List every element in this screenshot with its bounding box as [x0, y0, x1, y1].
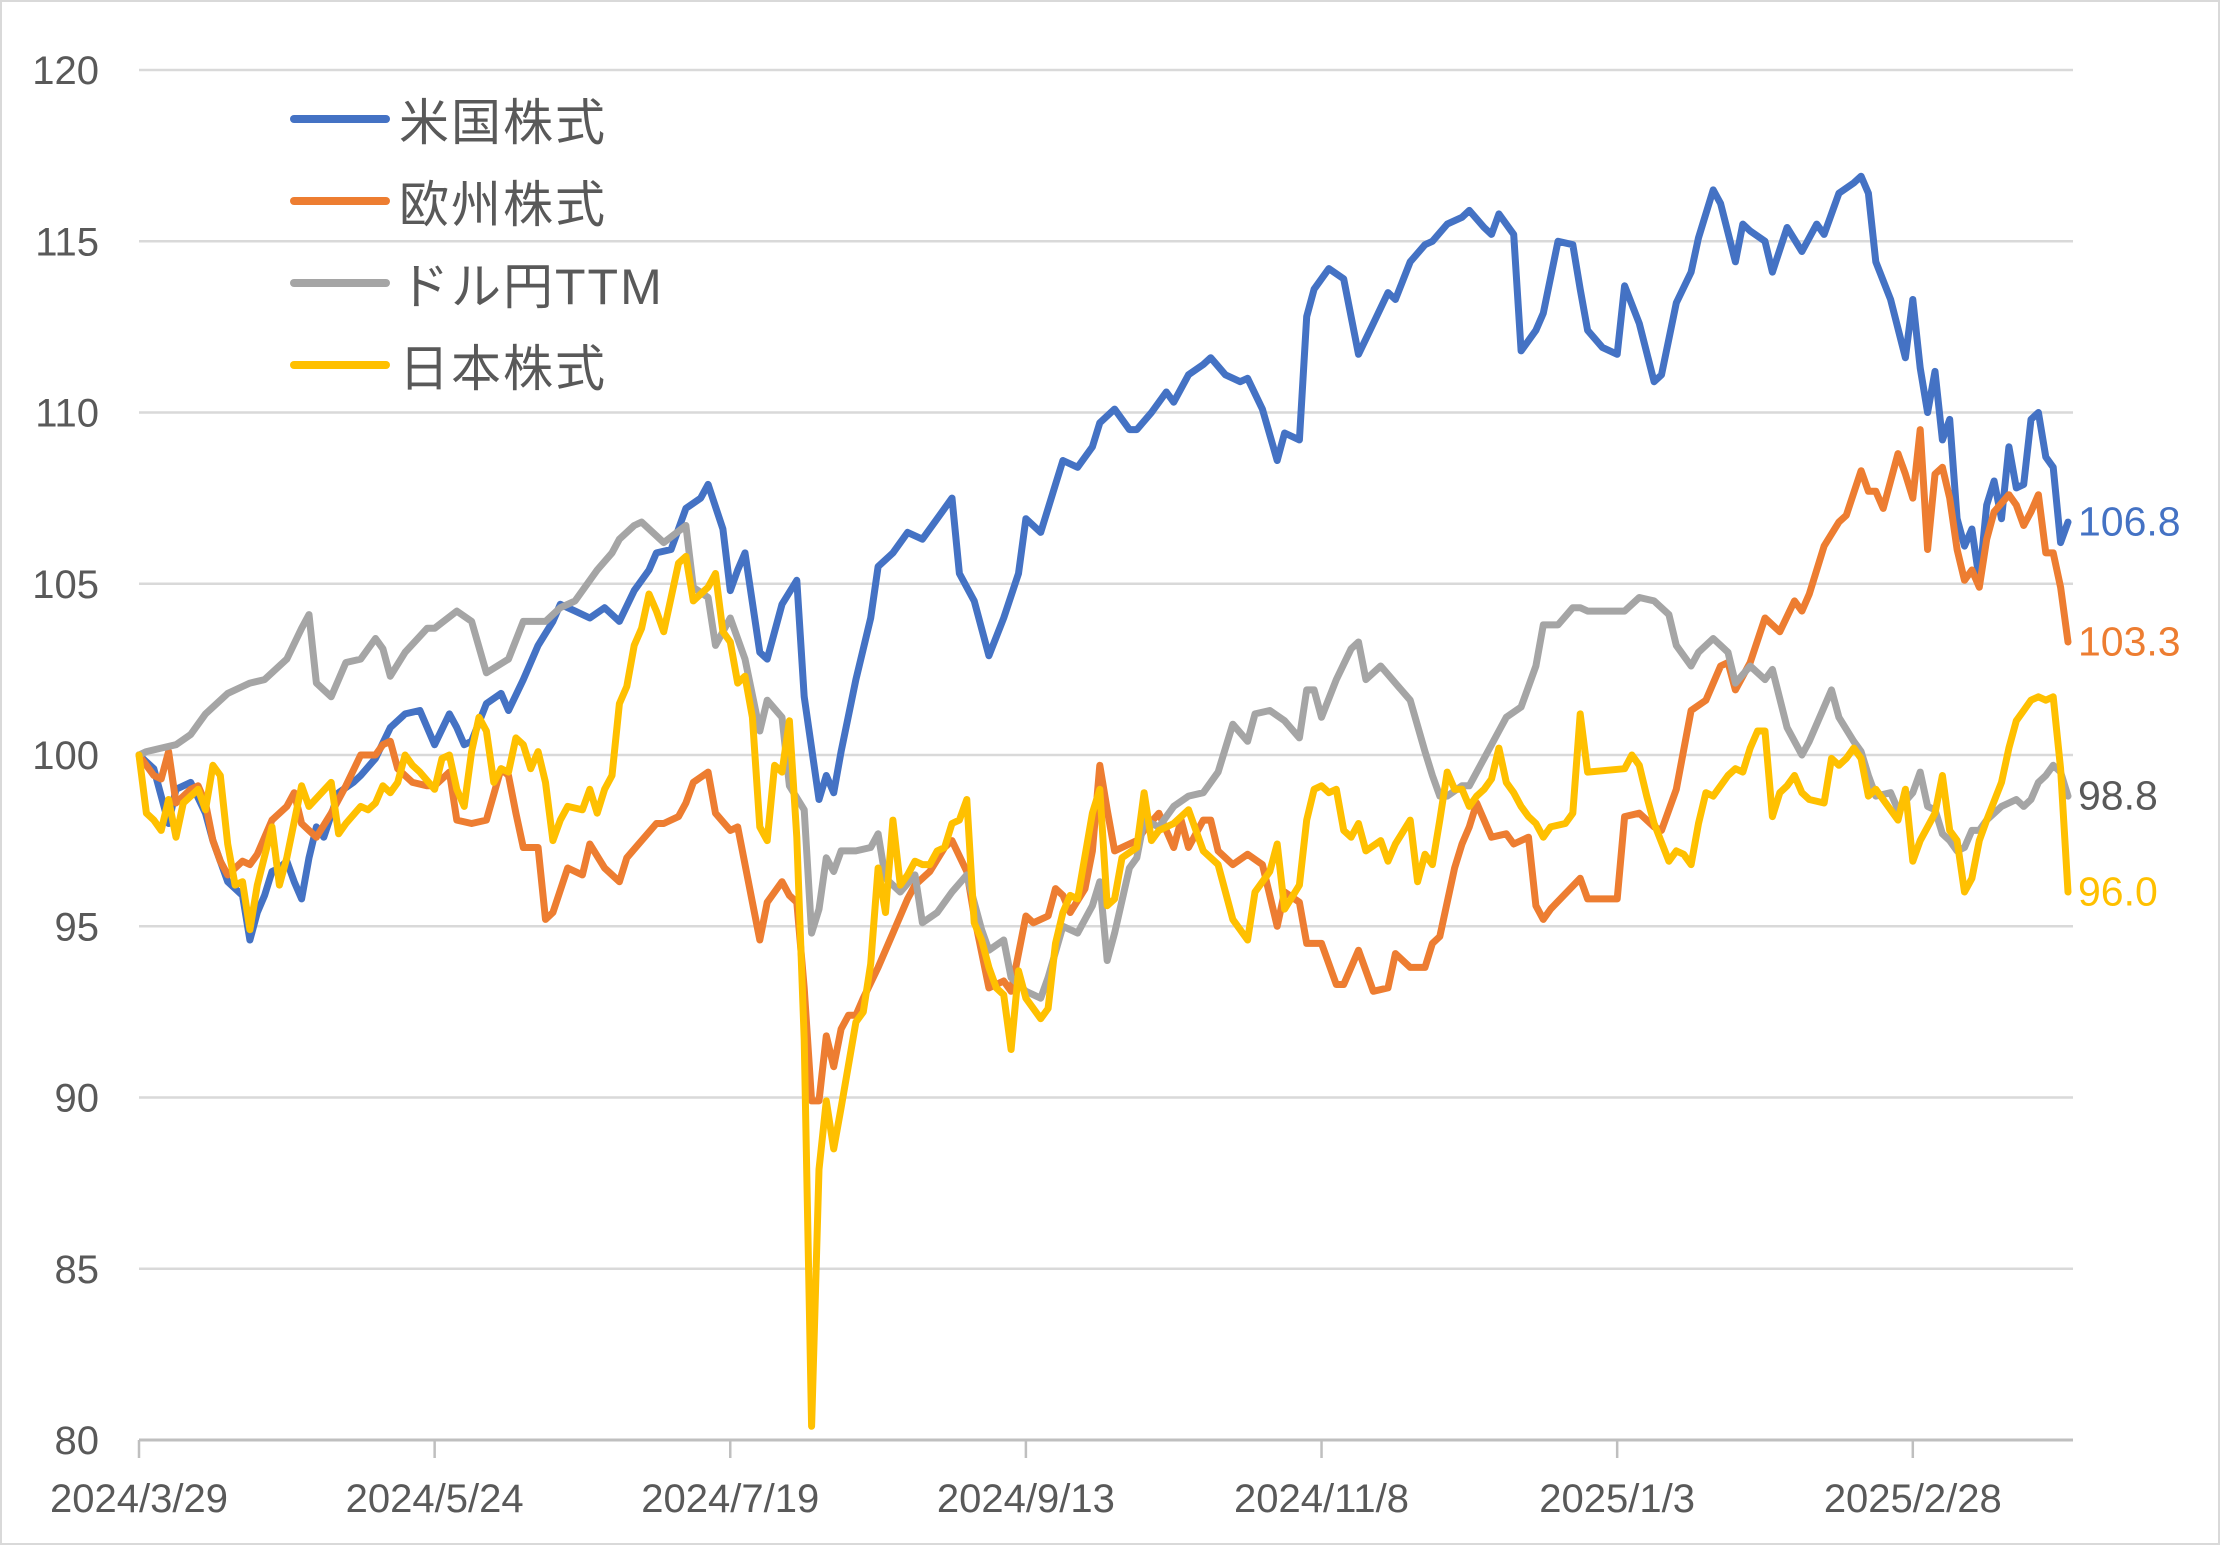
legend-item-usdjpy: ドル円TTM — [290, 242, 664, 324]
legend: 米国株式 欧州株式 ドル円TTM 日本株式 — [290, 78, 664, 406]
x-axis-label-2: 2024/7/19 — [641, 1477, 819, 1521]
y-axis-label-90: 90 — [55, 1077, 100, 1121]
legend-label-japan: 日本株式 — [399, 341, 607, 397]
legend-label-us: 米国株式 — [399, 95, 607, 151]
x-axis-label-0: 2024/3/29 — [50, 1477, 228, 1521]
x-axis-label-1: 2024/5/24 — [346, 1477, 524, 1521]
us-line-swatch-icon — [290, 115, 390, 123]
end-label-europe: 103.3 — [2078, 618, 2181, 665]
x-axis-label-3: 2024/9/13 — [937, 1477, 1115, 1521]
usdjpy-ttm-line — [135, 518, 2072, 1002]
end-label-japan: 96.0 — [2078, 868, 2158, 915]
legend-label-europe: 欧州株式 — [399, 177, 607, 233]
y-axis-label-100: 100 — [32, 734, 99, 778]
y-axis-label-115: 115 — [35, 220, 99, 264]
y-axis-label-95: 95 — [55, 905, 100, 949]
x-axis-label-5: 2025/1/3 — [1539, 1477, 1695, 1521]
y-axis-label-120: 120 — [32, 49, 99, 93]
legend-item-japan: 日本株式 — [290, 324, 664, 406]
x-axis-label-4: 2024/11/8 — [1234, 1477, 1409, 1521]
japan-stocks-line — [135, 552, 2072, 1430]
japan-line-swatch-icon — [290, 361, 390, 369]
end-label-us: 106.8 — [2078, 498, 2181, 545]
end-label-usdjpy: 98.8 — [2078, 772, 2158, 819]
legend-label-usdjpy: ドル円TTM — [399, 259, 664, 315]
y-axis-label-80: 80 — [55, 1419, 100, 1463]
europe-stocks-line — [135, 426, 2072, 1105]
y-axis-label-110: 110 — [35, 392, 99, 436]
y-axis-label-85: 85 — [55, 1248, 100, 1292]
y-axis-label-105: 105 — [32, 563, 99, 607]
legend-item-us: 米国株式 — [290, 78, 664, 160]
europe-line-swatch-icon — [290, 197, 390, 205]
legend-item-europe: 欧州株式 — [290, 160, 664, 242]
us-stocks-line — [135, 172, 2072, 944]
x-axis-label-6: 2025/2/28 — [1824, 1477, 2002, 1521]
usdjpy-line-swatch-icon — [290, 279, 390, 287]
